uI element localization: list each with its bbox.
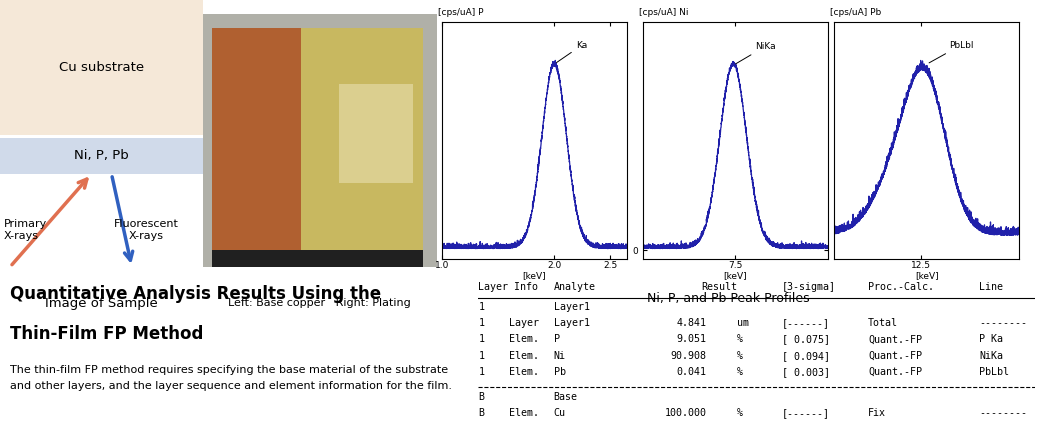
Text: --------: -------- bbox=[980, 318, 1028, 328]
Text: B: B bbox=[478, 392, 485, 402]
Text: 1: 1 bbox=[478, 318, 485, 328]
Text: Line: Line bbox=[980, 282, 1004, 292]
Text: Quantitative Analysis Results Using the: Quantitative Analysis Results Using the bbox=[10, 285, 382, 303]
Text: 4.841: 4.841 bbox=[677, 318, 706, 328]
Text: Layer1: Layer1 bbox=[553, 318, 590, 328]
Text: [------]: [------] bbox=[782, 408, 830, 418]
Text: [3-sigma]: [3-sigma] bbox=[782, 282, 835, 292]
Text: NiKa: NiKa bbox=[980, 351, 1004, 361]
Text: Primary
X-rays: Primary X-rays bbox=[4, 219, 47, 241]
Text: Quant.-FP: Quant.-FP bbox=[868, 367, 921, 377]
Text: PbLbl: PbLbl bbox=[980, 367, 1009, 377]
Text: The thin-film FP method requires specifying the base material of the substrate
a: The thin-film FP method requires specify… bbox=[10, 365, 452, 391]
Text: Cu substrate: Cu substrate bbox=[59, 61, 144, 74]
Text: %: % bbox=[737, 367, 744, 377]
Text: [ 0.003]: [ 0.003] bbox=[782, 367, 830, 377]
Text: Fluorescent
X-rays: Fluorescent X-rays bbox=[113, 219, 179, 241]
Text: Layer Info: Layer Info bbox=[478, 282, 539, 292]
Text: --------: -------- bbox=[980, 408, 1028, 418]
Text: 1: 1 bbox=[478, 367, 485, 377]
Text: B: B bbox=[478, 408, 485, 418]
Text: Thin-Film FP Method: Thin-Film FP Method bbox=[10, 325, 204, 343]
Text: Ka: Ka bbox=[556, 41, 588, 63]
Text: 1: 1 bbox=[478, 351, 485, 361]
Text: %: % bbox=[737, 334, 744, 344]
Text: Cu: Cu bbox=[553, 408, 566, 418]
Text: 90.908: 90.908 bbox=[671, 351, 706, 361]
Bar bbox=[302, 28, 423, 258]
Text: Ni, P, Pb: Ni, P, Pb bbox=[74, 149, 129, 162]
Text: Proc.-Calc.: Proc.-Calc. bbox=[868, 282, 934, 292]
Text: [cps/uA] P: [cps/uA] P bbox=[438, 8, 484, 17]
Text: [ 0.094]: [ 0.094] bbox=[782, 351, 830, 361]
X-axis label: [keV]: [keV] bbox=[915, 271, 938, 280]
X-axis label: [keV]: [keV] bbox=[523, 271, 546, 280]
Text: Elem.: Elem. bbox=[509, 408, 539, 418]
Text: Elem.: Elem. bbox=[509, 351, 539, 361]
Text: Layer: Layer bbox=[509, 318, 539, 328]
Text: P Ka: P Ka bbox=[980, 334, 1004, 344]
Text: Image of Sample: Image of Sample bbox=[45, 297, 158, 310]
Bar bbox=[0, 137, 203, 174]
Text: 1: 1 bbox=[478, 334, 485, 344]
Bar bbox=[0, 0, 203, 135]
Text: [ 0.075]: [ 0.075] bbox=[782, 334, 830, 344]
Bar bbox=[212, 28, 302, 258]
Text: um: um bbox=[737, 318, 749, 328]
Text: Total: Total bbox=[868, 318, 898, 328]
Text: NiKa: NiKa bbox=[735, 41, 776, 64]
Text: 0.041: 0.041 bbox=[677, 367, 706, 377]
Text: %: % bbox=[737, 351, 744, 361]
X-axis label: [keV]: [keV] bbox=[724, 271, 747, 280]
Text: [cps/uA] Ni: [cps/uA] Ni bbox=[639, 8, 688, 17]
Text: Elem.: Elem. bbox=[509, 367, 539, 377]
Text: Analyte: Analyte bbox=[553, 282, 596, 292]
Text: [cps/uA] Pb: [cps/uA] Pb bbox=[830, 8, 882, 17]
Text: Ni, P, and Pb Peak Profiles: Ni, P, and Pb Peak Profiles bbox=[647, 292, 809, 305]
Text: P: P bbox=[553, 334, 560, 344]
Text: %: % bbox=[737, 408, 744, 418]
Text: 1: 1 bbox=[478, 302, 485, 312]
Text: Base: Base bbox=[553, 392, 577, 402]
Text: Fix: Fix bbox=[868, 408, 886, 418]
Bar bbox=[339, 84, 414, 183]
Text: [------]: [------] bbox=[782, 318, 830, 328]
Text: 100.000: 100.000 bbox=[665, 408, 706, 418]
Text: Quant.-FP: Quant.-FP bbox=[868, 334, 921, 344]
Text: 9.051: 9.051 bbox=[677, 334, 706, 344]
Text: Quant.-FP: Quant.-FP bbox=[868, 351, 921, 361]
Bar bbox=[212, 250, 423, 267]
Text: Ni: Ni bbox=[553, 351, 566, 361]
Text: Pb: Pb bbox=[553, 367, 566, 377]
Text: Result: Result bbox=[701, 282, 737, 292]
Text: Left: Base copper   Right: Plating: Left: Base copper Right: Plating bbox=[229, 298, 411, 308]
Text: PbLbl: PbLbl bbox=[929, 41, 973, 63]
Text: Elem.: Elem. bbox=[509, 334, 539, 344]
Text: Layer1: Layer1 bbox=[553, 302, 590, 312]
